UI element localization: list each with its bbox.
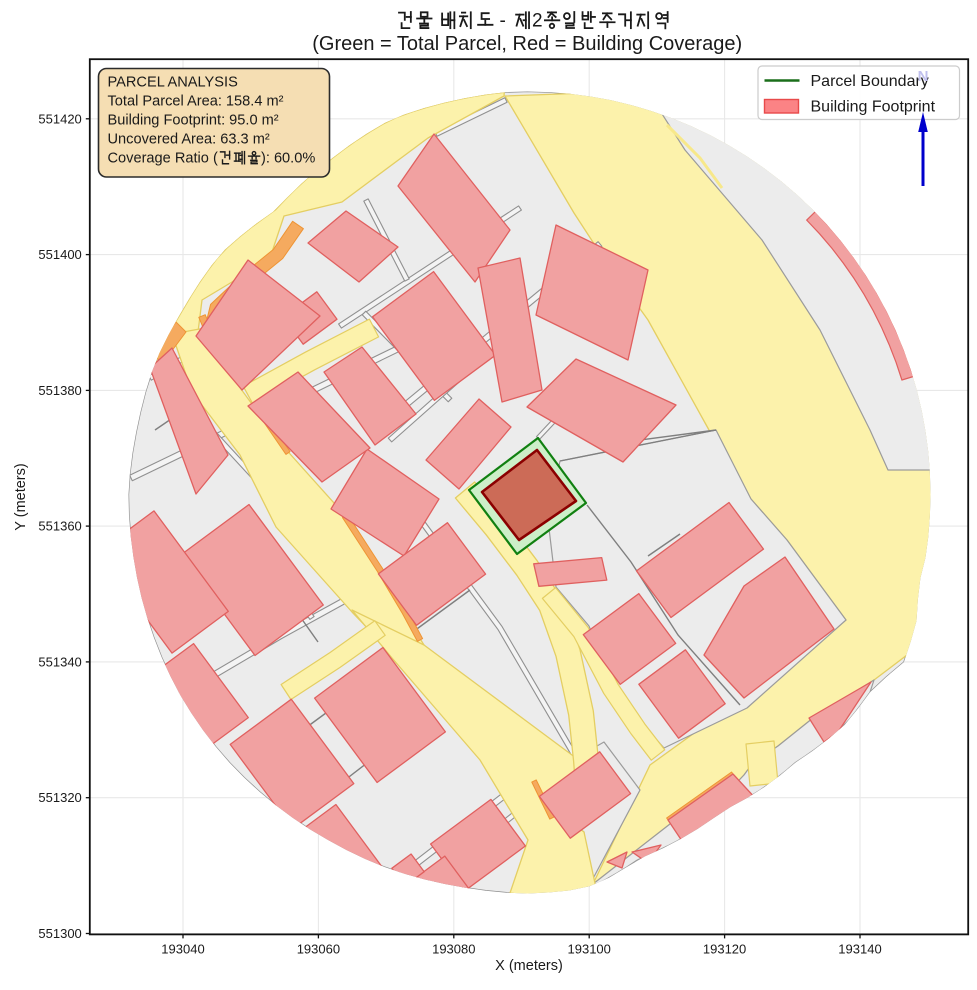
svg-text:193060: 193060 bbox=[297, 941, 340, 956]
svg-text:Y (meters): Y (meters) bbox=[13, 463, 29, 530]
svg-text:Building Footprint: Building Footprint bbox=[811, 99, 936, 116]
svg-text:-: - bbox=[494, 11, 511, 32]
svg-text:Uncovered Area: 63.3 m²: Uncovered Area: 63.3 m² bbox=[108, 132, 270, 148]
svg-text:551380: 551380 bbox=[38, 383, 81, 398]
svg-text:193040: 193040 bbox=[161, 941, 204, 956]
svg-text:Building Footprint: 95.0 m²: Building Footprint: 95.0 m² bbox=[108, 113, 279, 129]
svg-text:193080: 193080 bbox=[432, 941, 475, 956]
svg-text:551320: 551320 bbox=[38, 790, 81, 805]
svg-text:193140: 193140 bbox=[838, 941, 881, 956]
svg-text:2: 2 bbox=[532, 11, 543, 32]
svg-text:N: N bbox=[918, 68, 929, 85]
svg-text:(Green = Total Parcel, Red = B: (Green = Total Parcel, Red = Building Co… bbox=[312, 33, 742, 55]
svg-text:Parcel Boundary: Parcel Boundary bbox=[811, 73, 929, 90]
svg-text:Total Parcel Area: 158.4 m²: Total Parcel Area: 158.4 m² bbox=[108, 94, 284, 110]
svg-text:551400: 551400 bbox=[38, 247, 81, 262]
svg-text:): 60.0%: ): 60.0% bbox=[261, 151, 315, 167]
svg-text:Coverage Ratio (: Coverage Ratio ( bbox=[108, 151, 218, 167]
svg-text:551340: 551340 bbox=[38, 654, 81, 669]
svg-text:X (meters): X (meters) bbox=[495, 958, 563, 974]
svg-text:551420: 551420 bbox=[38, 111, 81, 126]
svg-text:193120: 193120 bbox=[703, 941, 746, 956]
svg-text:PARCEL ANALYSIS: PARCEL ANALYSIS bbox=[108, 75, 239, 91]
svg-text:551300: 551300 bbox=[38, 926, 81, 941]
svg-text:551360: 551360 bbox=[38, 519, 81, 534]
svg-text:193100: 193100 bbox=[568, 941, 611, 956]
